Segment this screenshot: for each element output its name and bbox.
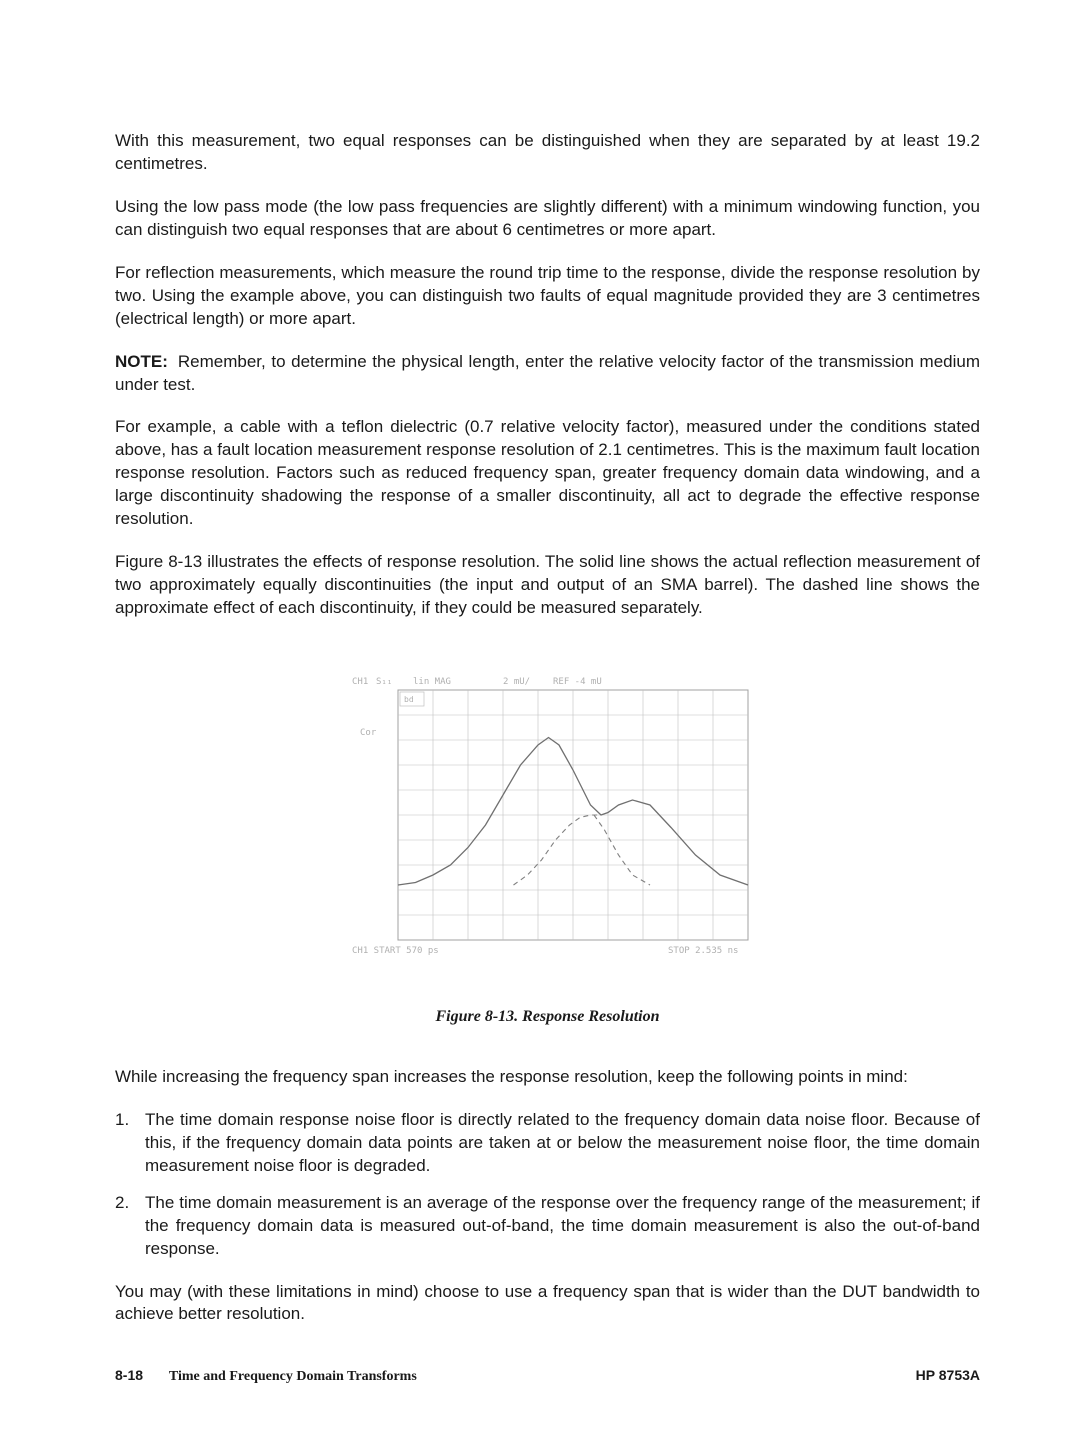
- svg-text:Cor: Cor: [360, 728, 377, 738]
- paragraph: While increasing the frequency span incr…: [115, 1066, 980, 1089]
- numbered-list: 1. The time domain response noise floor …: [115, 1109, 980, 1261]
- list-item: 1. The time domain response noise floor …: [115, 1109, 980, 1178]
- paragraph: Figure 8-13 illustrates the effects of r…: [115, 551, 980, 620]
- svg-text:CH1 START 570 ps: CH1 START 570 ps: [352, 946, 439, 956]
- footer-section-title: Time and Frequency Domain Transforms: [169, 1369, 417, 1384]
- response-resolution-chart: CH1 S₁₁ lin MAG 2 mU/REF -4 mU bd Cor CH1 STA…: [338, 670, 758, 978]
- figure-caption: Figure 8-13. Response Resolution: [435, 1008, 659, 1026]
- svg-text:REF -4 mU: REF -4 mU: [553, 677, 602, 687]
- svg-text:STOP 2.535 ns: STOP 2.535 ns: [668, 946, 738, 956]
- figure: CH1 S₁₁ lin MAG 2 mU/REF -4 mU bd Cor CH1 STA…: [115, 670, 980, 1026]
- paragraph: For example, a cable with a teflon diele…: [115, 416, 980, 531]
- paragraph: Using the low pass mode (the low pass fr…: [115, 196, 980, 242]
- note-label: NOTE:: [115, 352, 168, 371]
- paragraph: With this measurement, two equal respons…: [115, 130, 980, 176]
- page: With this measurement, two equal respons…: [0, 0, 1080, 1435]
- list-item: 2. The time domain measurement is an ave…: [115, 1192, 980, 1261]
- svg-text:bd: bd: [404, 695, 414, 704]
- svg-text:lin MAG: lin MAG: [413, 677, 451, 687]
- svg-text:2 mU/: 2 mU/: [503, 677, 530, 687]
- list-text: The time domain measurement is an averag…: [145, 1192, 980, 1261]
- paragraph: You may (with these limitations in mind)…: [115, 1281, 980, 1327]
- note-paragraph: NOTE:Remember, to determine the physical…: [115, 351, 980, 397]
- list-text: The time domain response noise floor is …: [145, 1109, 980, 1178]
- page-footer: 8-18 Time and Frequency Domain Transform…: [115, 1367, 980, 1385]
- svg-text:CH1: CH1: [352, 677, 368, 687]
- footer-model: HP 8753A: [916, 1367, 980, 1385]
- note-text: Remember, to determine the physical leng…: [115, 352, 980, 394]
- svg-text:S₁₁: S₁₁: [376, 677, 392, 687]
- list-number: 1.: [115, 1109, 145, 1178]
- footer-left: 8-18 Time and Frequency Domain Transform…: [115, 1367, 417, 1385]
- list-number: 2.: [115, 1192, 145, 1261]
- footer-section-number: 8-18: [115, 1367, 143, 1383]
- paragraph: For reflection measurements, which measu…: [115, 262, 980, 331]
